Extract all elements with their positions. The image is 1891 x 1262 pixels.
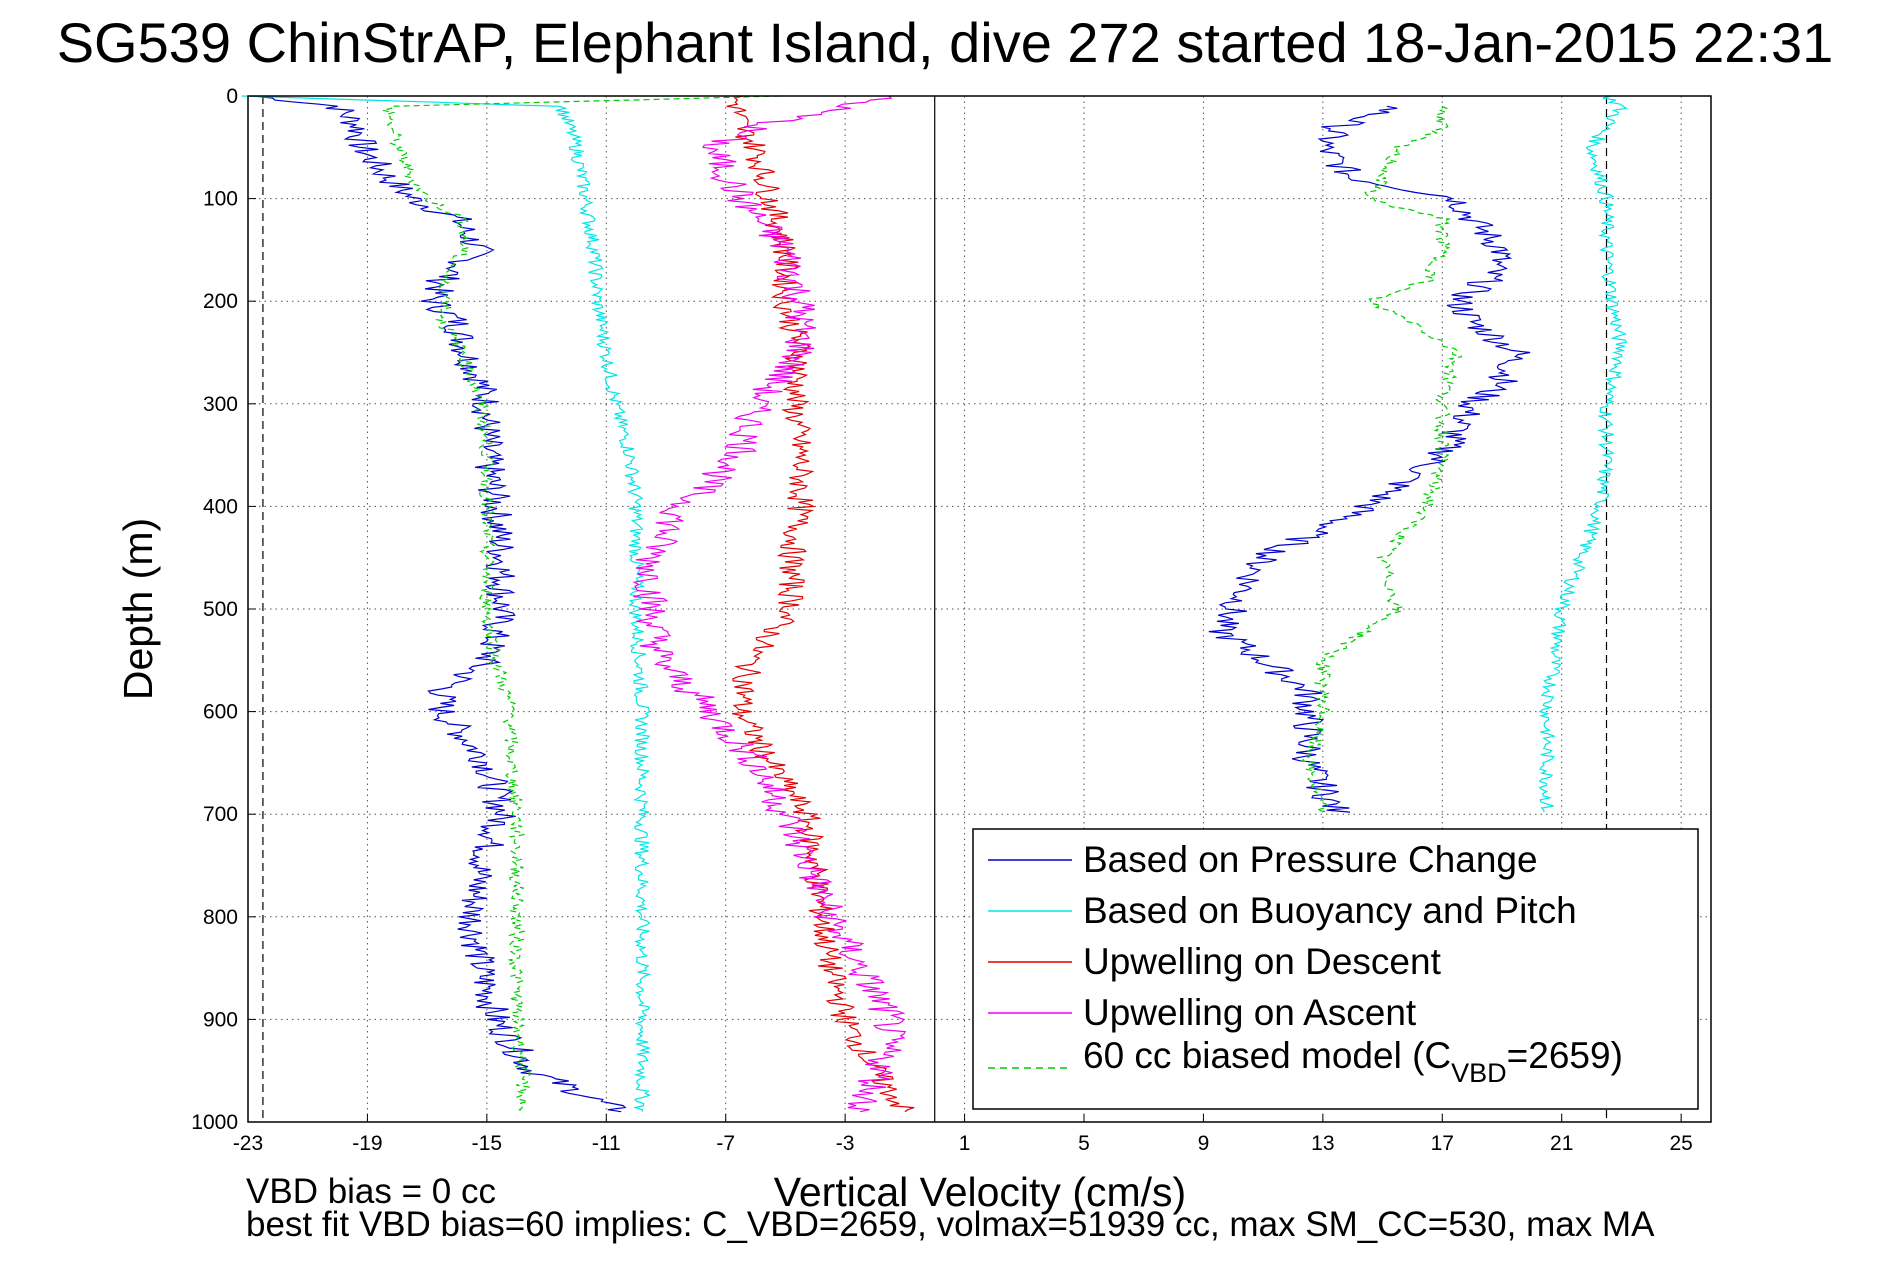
legend-label-model-tail: =2659) [1507, 1035, 1623, 1076]
biased-model-descent-line [382, 95, 780, 1113]
legend-label-buoyancy: Based on Buoyancy and Pitch [1083, 890, 1577, 931]
upwelling-descent-line [726, 95, 915, 1113]
x-tick-label: 17 [1431, 1132, 1454, 1155]
y-axis-ticks: 0 100 200 300 400 500 600 700 800 900 1000 [191, 85, 256, 1134]
biased-model-ascent-line [1301, 105, 1463, 813]
y-tick-label: 800 [203, 906, 238, 929]
chart-title: SG539 ChinStrAP, Elephant Island, dive 2… [57, 11, 1834, 74]
x-axis-label: Vertical Velocity (cm/s) [774, 1169, 1186, 1215]
y-tick-label: 300 [203, 393, 238, 416]
y-tick-label: 1000 [191, 1111, 238, 1134]
y-tick-label: 600 [203, 701, 238, 724]
x-tick-label: 13 [1311, 1132, 1334, 1155]
y-tick-label: 500 [203, 598, 238, 621]
x-tick-label: 9 [1198, 1132, 1210, 1155]
reference-lines [262, 96, 1608, 1122]
x-axis-ticks: -23 -19 -15 -11 -7 -3 1 5 9 13 17 21 25 [233, 1114, 1693, 1155]
x-tick-label: -3 [836, 1132, 855, 1155]
y-tick-label: 100 [203, 188, 238, 211]
footnote-best-fit: best fit VBD bias=60 implies: C_VBD=2659… [246, 1205, 1655, 1244]
y-tick-label: 400 [203, 495, 238, 518]
pressure-change-ascent-line [1208, 105, 1531, 813]
x-tick-label: -11 [592, 1132, 621, 1155]
x-tick-label: 1 [959, 1132, 971, 1155]
x-tick-label: -19 [352, 1132, 382, 1155]
upwelling-ascent-line [632, 95, 907, 1113]
pressure-change-descent-line [253, 95, 627, 1113]
x-tick-label: -23 [233, 1132, 263, 1155]
x-tick-label: -7 [716, 1132, 735, 1155]
legend-label-model: 60 cc biased model (CVBD=2659) [1083, 1035, 1623, 1088]
y-tick-label: 200 [203, 290, 238, 313]
legend: Based on Pressure Change Based on Buoyan… [972, 828, 1699, 1110]
x-tick-label: 21 [1550, 1132, 1573, 1155]
y-axis-label: Depth (m) [115, 518, 161, 700]
footnote-vbd-bias: VBD bias = 0 cc [246, 1172, 496, 1211]
data-series [241, 95, 1628, 1113]
series-buoyancy-pitch [241, 95, 1628, 1112]
y-tick-label: 0 [226, 85, 238, 108]
series-pressure-change [253, 95, 1531, 1113]
buoyancy-pitch-ascent-line [1538, 95, 1628, 813]
legend-label-pressure: Based on Pressure Change [1083, 839, 1538, 880]
x-tick-label: 25 [1669, 1132, 1692, 1155]
legend-label-model-subscript: VBD [1451, 1058, 1507, 1088]
legend-label-model-main: 60 cc biased model (C [1083, 1035, 1451, 1076]
y-tick-label: 700 [203, 803, 238, 826]
series-upwelling-descent [726, 95, 915, 1113]
series-biased-model [382, 95, 1463, 1113]
y-tick-label: 900 [203, 1008, 238, 1031]
x-tick-label: 5 [1078, 1132, 1090, 1155]
buoyancy-pitch-descent-line [241, 95, 652, 1112]
legend-box [972, 828, 1699, 1110]
x-tick-label: -15 [472, 1132, 502, 1155]
legend-label-descent: Upwelling on Descent [1083, 941, 1442, 982]
series-upwelling-ascent [632, 95, 907, 1113]
legend-label-ascent: Upwelling on Ascent [1083, 992, 1417, 1033]
